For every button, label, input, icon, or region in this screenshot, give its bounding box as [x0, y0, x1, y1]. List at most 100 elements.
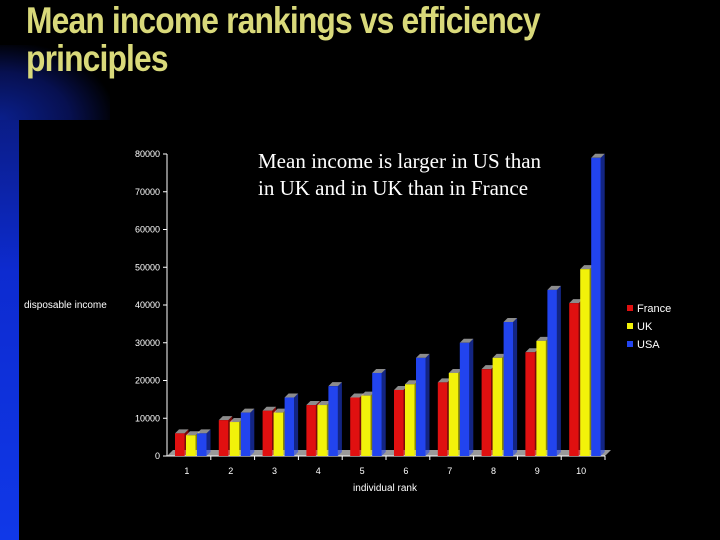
y-tick-label: 40000	[135, 300, 160, 310]
chart-bars	[175, 153, 605, 456]
x-tick-label: 8	[491, 466, 496, 476]
annotation-text: Mean income is larger in US than in UK a…	[258, 149, 542, 200]
bar-front	[536, 340, 546, 456]
bar-side	[556, 285, 561, 456]
y-axis-label: disposable income	[24, 300, 107, 311]
bar-top	[394, 385, 408, 390]
bar-front	[328, 386, 338, 456]
bar-front	[284, 397, 295, 456]
bar-top	[317, 401, 331, 406]
bar-front	[591, 157, 601, 456]
legend-swatch	[627, 323, 633, 329]
bar-front	[317, 405, 327, 456]
x-tick-label: 7	[447, 466, 452, 476]
x-tick-label: 1	[184, 466, 189, 476]
y-tick-label: 20000	[135, 376, 160, 386]
bar-top	[459, 338, 474, 343]
bar-side	[294, 393, 299, 456]
bar-side	[600, 153, 605, 456]
bar-front	[306, 405, 316, 456]
bar-top	[262, 406, 277, 411]
legend-label: UK	[637, 321, 653, 333]
bar-top	[448, 368, 463, 373]
legend-label: France	[637, 303, 671, 315]
bar-side	[381, 368, 386, 456]
bar-front	[459, 342, 470, 456]
bar-top	[503, 317, 518, 322]
bar-top	[306, 401, 320, 406]
bar-front	[218, 420, 229, 456]
bar-top	[437, 378, 452, 383]
chart-labels: 0 10000 20000 30000 40000 50000 60000 70000 8000…	[24, 149, 586, 494]
y-tick-label: 70000	[135, 187, 160, 197]
bar-top	[273, 408, 288, 413]
bar-front	[394, 389, 404, 456]
bar-top	[405, 380, 419, 385]
legend-swatch	[627, 305, 633, 311]
bar-top	[218, 416, 233, 421]
bar-top	[481, 365, 496, 370]
bar-top	[229, 418, 244, 423]
bar-top	[547, 285, 561, 290]
bar-side	[513, 317, 518, 456]
bar-front	[481, 369, 492, 456]
legend-item-uk: UK	[627, 321, 653, 333]
bar-usa-6	[416, 353, 430, 456]
legend-label: USA	[637, 339, 660, 351]
bar-front	[262, 410, 273, 456]
bar-top	[416, 353, 430, 358]
bar-top	[525, 348, 539, 353]
bar-front	[492, 357, 503, 456]
bar-top	[175, 429, 189, 434]
bar-front	[416, 357, 426, 456]
bar-front	[197, 433, 207, 456]
bar-side	[425, 353, 430, 456]
x-tick-label: 2	[228, 466, 233, 476]
bar-top	[536, 336, 550, 341]
y-tick-label: 80000	[135, 149, 160, 159]
bar-usa-3	[284, 393, 299, 456]
bar-top	[284, 393, 299, 398]
y-tick-label: 50000	[135, 262, 160, 272]
bar-usa-9	[547, 285, 561, 456]
legend-item-france: France	[627, 303, 671, 315]
bar-usa-2	[240, 408, 255, 456]
bar-top	[240, 408, 255, 413]
x-tick-label: 6	[403, 466, 408, 476]
bar-top	[197, 429, 211, 434]
bar-front	[186, 435, 196, 456]
legend-item-usa: USA	[627, 339, 660, 351]
y-tick-label: 10000	[135, 413, 160, 423]
bar-side	[206, 429, 211, 456]
bar-top	[186, 431, 200, 436]
bar-usa-1	[197, 429, 211, 456]
bar-side	[337, 382, 342, 456]
bar-front	[229, 422, 240, 456]
bar-usa-4	[328, 382, 342, 456]
y-tick-label: 60000	[135, 225, 160, 235]
bar-front	[437, 382, 448, 456]
bar-top	[361, 391, 375, 396]
bar-front	[503, 321, 514, 456]
bar-top	[328, 382, 342, 387]
bar-usa-7	[459, 338, 474, 456]
x-axis-label: individual rank	[353, 483, 418, 494]
bar-top	[569, 299, 583, 304]
bar-usa-10	[591, 153, 605, 456]
slide-title: Mean income rankings vs efficiency princ…	[26, 0, 541, 79]
bar-usa-8	[503, 317, 518, 456]
bar-front	[273, 412, 284, 456]
bar-top	[372, 368, 386, 373]
y-tick-label: 0	[155, 451, 160, 461]
bar-front	[175, 433, 185, 456]
bar-top	[580, 265, 594, 270]
bar-front	[350, 397, 360, 456]
bar-top	[350, 393, 364, 398]
bar-side	[469, 338, 474, 456]
bar-front	[547, 289, 557, 456]
bar-front	[448, 372, 459, 456]
bar-front	[361, 395, 371, 456]
legend-swatch	[627, 341, 633, 347]
x-tick-label: 10	[576, 466, 586, 476]
